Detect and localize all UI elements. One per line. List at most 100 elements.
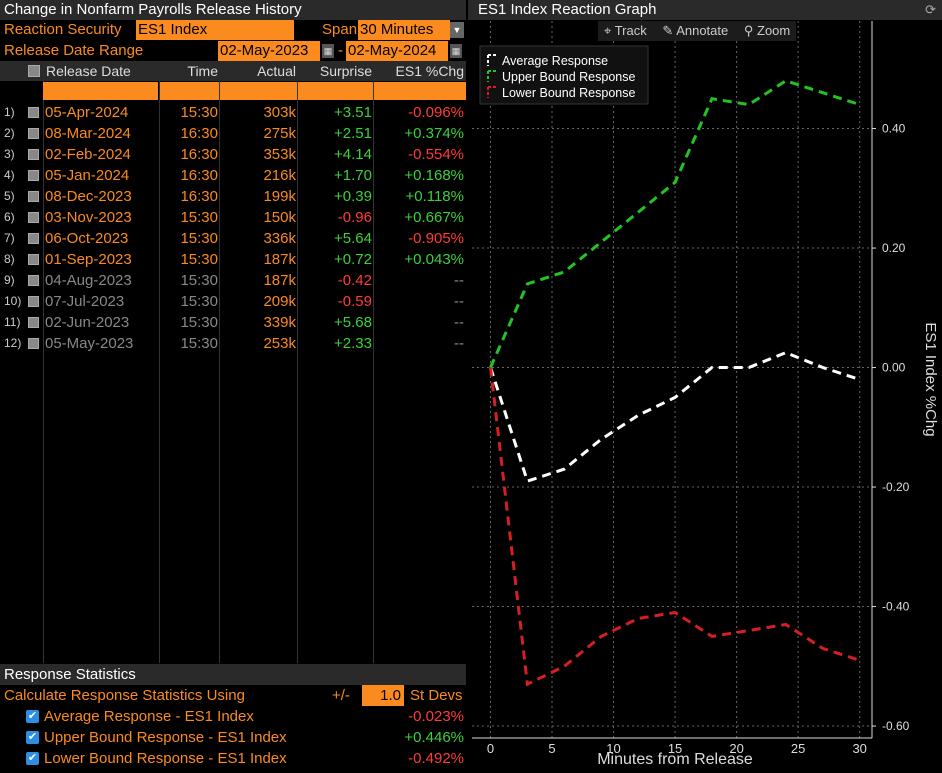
range-end-field[interactable]: 02-May-2024: [346, 41, 448, 61]
table-row[interactable]: 9) 04-Aug-2023 15:30 187k -0.42 --: [0, 270, 466, 291]
actual-cell: 187k: [263, 272, 296, 289]
checkmark-icon[interactable]: ✔: [26, 710, 39, 723]
actual-cell: 275k: [263, 125, 296, 142]
y-tick-label: -0.60: [882, 719, 910, 733]
filter-surprise[interactable]: [298, 82, 373, 100]
header-time[interactable]: Time: [187, 63, 218, 79]
table-row[interactable]: 3) 02-Feb-2024 16:30 353k +4.14 -0.554%: [0, 144, 466, 165]
annotate-button[interactable]: ✎ Annotate: [662, 23, 729, 38]
checkmark-icon[interactable]: ✔: [26, 731, 39, 744]
row-index: 5): [4, 189, 15, 203]
chg-cell: -0.905%: [408, 230, 464, 247]
calendar-icon[interactable]: ▦: [322, 44, 334, 58]
row-checkbox[interactable]: [28, 149, 39, 160]
crosshair-icon: ⌖: [604, 23, 612, 38]
row-checkbox[interactable]: [28, 212, 39, 223]
row-checkbox[interactable]: [28, 275, 39, 286]
release-date-cell: 02-Feb-2024: [45, 146, 131, 163]
track-button[interactable]: ⌖ Track: [604, 23, 647, 38]
row-index: 10): [4, 294, 22, 308]
filter-actual[interactable]: [220, 82, 297, 100]
stats-item-label: Upper Bound Response - ES1 Index: [44, 729, 287, 746]
select-all-checkbox[interactable]: [28, 65, 40, 77]
chg-cell: -0.096%: [408, 104, 464, 121]
stats-item-value: +0.446%: [404, 729, 464, 746]
surprise-cell: +0.39: [334, 188, 372, 205]
header-actual[interactable]: Actual: [257, 63, 296, 79]
pencil-icon: ✎: [662, 23, 674, 38]
table-row[interactable]: 12) 05-May-2023 15:30 253k +2.33 --: [0, 333, 466, 354]
header-surprise[interactable]: Surprise: [319, 63, 372, 79]
row-index: 8): [4, 252, 15, 266]
refresh-icon[interactable]: ⟳: [925, 2, 936, 17]
filter-chg[interactable]: [374, 82, 466, 100]
security-field[interactable]: ES1 Index: [136, 20, 294, 40]
x-tick-label: 0: [487, 741, 494, 756]
filter-row: [43, 82, 466, 100]
row-index: 9): [4, 273, 15, 287]
actual-cell: 353k: [263, 146, 296, 163]
legend-entry: Average Response: [502, 54, 608, 68]
table-row[interactable]: 6) 03-Nov-2023 15:30 150k -0.96 +0.667%: [0, 207, 466, 228]
table-row[interactable]: 10) 07-Jul-2023 15:30 209k -0.59 --: [0, 291, 466, 312]
time-cell: 16:30: [180, 167, 218, 184]
row-checkbox[interactable]: [28, 128, 39, 139]
stdevs-label: St Devs: [410, 687, 463, 704]
release-date-cell: 03-Nov-2023: [45, 209, 132, 226]
calc-label: Calculate Response Statistics Using: [4, 687, 245, 704]
time-cell: 15:30: [180, 293, 218, 310]
time-cell: 15:30: [180, 230, 218, 247]
stats-item[interactable]: ✔ Upper Bound Response - ES1 Index +0.446%: [0, 727, 466, 748]
stats-item[interactable]: ✔ Average Response - ES1 Index -0.023%: [0, 706, 466, 727]
span-dropdown[interactable]: 30 Minutes: [358, 20, 450, 40]
checkmark-icon[interactable]: ✔: [26, 752, 39, 765]
surprise-cell: -0.96: [337, 209, 372, 226]
release-date-cell: 01-Sep-2023: [45, 251, 132, 268]
surprise-cell: +3.51: [334, 104, 372, 121]
table-row[interactable]: 7) 06-Oct-2023 15:30 336k +5.64 -0.905%: [0, 228, 466, 249]
zoom-button[interactable]: ⚲ Zoom: [743, 23, 791, 38]
stats-item-label: Average Response - ES1 Index: [44, 708, 254, 725]
row-index: 12): [4, 336, 22, 350]
graph-title: ES1 Index Reaction Graph: [468, 0, 942, 20]
row-checkbox[interactable]: [28, 296, 39, 307]
chevron-down-icon[interactable]: ▼: [450, 22, 464, 38]
release-date-cell: 08-Mar-2024: [45, 125, 131, 142]
release-date-cell: 08-Dec-2023: [45, 188, 132, 205]
stdevs-input[interactable]: 1.0: [362, 685, 404, 706]
release-date-cell: 05-May-2023: [45, 335, 134, 352]
table-row[interactable]: 11) 02-Jun-2023 15:30 339k +5.68 --: [0, 312, 466, 333]
chg-cell: +0.374%: [404, 125, 464, 142]
release-date-cell: 04-Aug-2023: [45, 272, 132, 289]
row-checkbox[interactable]: [28, 338, 39, 349]
calendar-icon[interactable]: ▦: [450, 44, 462, 58]
row-checkbox[interactable]: [28, 317, 39, 328]
table-row[interactable]: 1) 05-Apr-2024 15:30 303k +3.51 -0.096%: [0, 102, 466, 123]
filter-time[interactable]: [160, 82, 219, 100]
range-start-field[interactable]: 02-May-2023: [218, 41, 320, 61]
filter-date[interactable]: [43, 82, 158, 100]
header-release-date[interactable]: Release Date: [46, 63, 131, 79]
table-row[interactable]: 4) 05-Jan-2024 16:30 216k +1.70 +0.168%: [0, 165, 466, 186]
row-checkbox[interactable]: [28, 233, 39, 244]
row-checkbox[interactable]: [28, 254, 39, 265]
chg-cell: --: [454, 272, 464, 289]
row-index: 11): [4, 315, 21, 329]
row-checkbox[interactable]: [28, 107, 39, 118]
table-row[interactable]: 5) 08-Dec-2023 16:30 199k +0.39 +0.118%: [0, 186, 466, 207]
table-row[interactable]: 8) 01-Sep-2023 15:30 187k +0.72 +0.043%: [0, 249, 466, 270]
table-row[interactable]: 2) 08-Mar-2024 16:30 275k +2.51 +0.374%: [0, 123, 466, 144]
reaction-chart[interactable]: 0.40 0.20 0.00 -0.20 -0.40 -0.60 0 5 10 15 20 25 30 M…: [468, 0, 942, 773]
x-tick-label: 10: [606, 741, 620, 756]
stats-item[interactable]: ✔ Lower Bound Response - ES1 Index -0.492%: [0, 748, 466, 769]
stats-item-label: Lower Bound Response - ES1 Index: [44, 750, 287, 767]
surprise-cell: +5.64: [334, 230, 372, 247]
header-es1-chg[interactable]: ES1 %Chg: [395, 63, 464, 79]
release-table: Release Date Time Actual Surprise ES1 %C…: [0, 61, 466, 663]
row-checkbox[interactable]: [28, 170, 39, 181]
row-index: 1): [4, 105, 15, 119]
range-separator: -: [338, 42, 343, 59]
row-checkbox[interactable]: [28, 191, 39, 202]
y-tick-label: -0.20: [882, 480, 910, 494]
surprise-cell: +5.68: [334, 314, 372, 331]
